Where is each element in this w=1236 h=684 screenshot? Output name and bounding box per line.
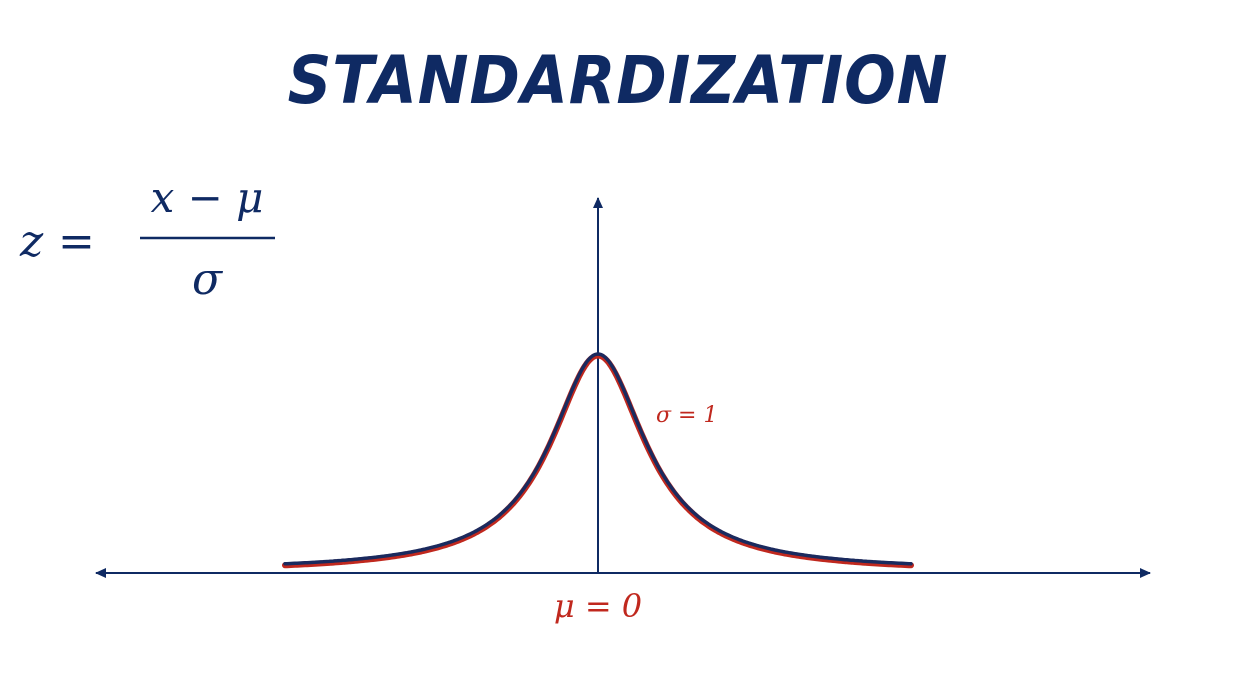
formula-numerator: x − μ xyxy=(151,173,264,222)
slide-title: STANDARDIZATION xyxy=(287,42,949,119)
formula-equals: = xyxy=(58,216,95,267)
formula-lhs: z xyxy=(19,216,44,267)
bell-curve xyxy=(283,352,913,566)
mean-label: μ = 0 xyxy=(554,587,642,625)
formula-denominator: σ xyxy=(192,254,224,305)
sigma-label: σ = 1 xyxy=(656,403,717,428)
z-score-formula: z = x − μ σ xyxy=(19,173,275,305)
